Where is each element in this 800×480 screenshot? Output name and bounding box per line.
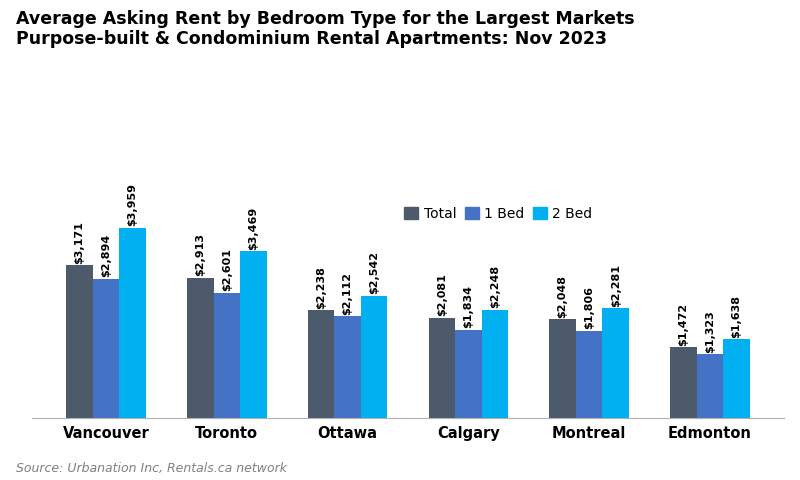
Text: $1,806: $1,806	[584, 287, 594, 329]
Bar	[723, 339, 750, 418]
Text: $3,959: $3,959	[128, 183, 138, 226]
Text: $1,834: $1,834	[463, 285, 474, 328]
Text: $2,112: $2,112	[342, 272, 353, 315]
Text: Source: Urbanation Inc, Rentals.ca network: Source: Urbanation Inc, Rentals.ca netwo…	[16, 462, 287, 475]
Text: Average Asking Rent by Bedroom Type for the Largest Markets
Purpose-built & Cond: Average Asking Rent by Bedroom Type for …	[16, 10, 634, 48]
Text: $2,894: $2,894	[101, 234, 111, 277]
Text: $3,171: $3,171	[74, 221, 85, 264]
Bar	[602, 308, 629, 418]
Bar	[361, 296, 387, 418]
Text: $1,638: $1,638	[731, 295, 742, 337]
Bar	[576, 331, 602, 418]
Bar	[93, 279, 119, 418]
Text: $2,281: $2,281	[610, 264, 621, 307]
Bar	[240, 251, 266, 418]
Bar	[550, 319, 576, 418]
Bar	[482, 310, 508, 418]
Text: $1,472: $1,472	[678, 302, 688, 346]
Text: $2,238: $2,238	[316, 266, 326, 309]
Bar	[66, 265, 93, 418]
Bar	[119, 228, 146, 418]
Text: $2,048: $2,048	[558, 275, 568, 318]
Legend: Total, 1 Bed, 2 Bed: Total, 1 Bed, 2 Bed	[398, 201, 598, 226]
Bar	[429, 318, 455, 418]
Bar	[187, 278, 214, 418]
Bar	[308, 310, 334, 418]
Text: $3,469: $3,469	[248, 206, 258, 250]
Text: $2,081: $2,081	[437, 274, 447, 316]
Bar	[214, 293, 240, 418]
Bar	[670, 347, 697, 418]
Text: $1,323: $1,323	[705, 310, 715, 353]
Bar	[334, 316, 361, 418]
Bar	[697, 354, 723, 418]
Text: $2,542: $2,542	[369, 251, 379, 294]
Bar	[455, 330, 482, 418]
Text: $2,601: $2,601	[222, 248, 232, 291]
Text: $2,248: $2,248	[490, 265, 500, 308]
Text: $2,913: $2,913	[195, 233, 206, 276]
